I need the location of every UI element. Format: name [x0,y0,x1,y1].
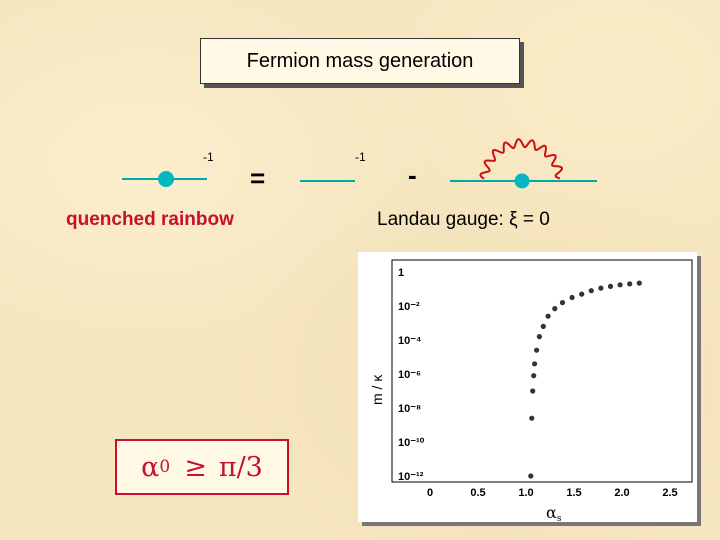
data-point [559,300,566,306]
data-point [636,280,642,286]
y-tick-label: 10⁻⁶ [398,369,421,381]
equals-sign: = [250,163,266,193]
data-point [545,313,551,319]
rhs-inverse-exponent: -1 [355,150,366,164]
minus-sign: - [408,160,417,190]
data-point [534,347,540,353]
data-point [536,334,543,340]
self-energy-vertex-blob [514,173,530,189]
full-propagator-blob [158,171,174,187]
data-point [530,388,536,394]
x-tick-label: 2.5 [662,487,677,499]
critical-value: π/3 [218,451,263,483]
x-tick-label: 2.0 [614,487,629,499]
relation-symbol: ≥ [184,451,207,483]
y-tick-label: 10⁻² [398,301,420,313]
landau-gauge-label: Landau gauge: ξ = 0 [377,209,550,230]
photon-wavy-line [479,138,564,180]
data-point [617,282,623,288]
data-point [529,415,535,421]
mass-plot-panel [358,252,697,522]
y-tick-label: 10⁻⁴ [398,335,421,347]
data-point [569,294,575,301]
x-tick-label: 1.0 [518,487,533,499]
data-point [627,281,633,287]
data-point [531,373,537,379]
data-point [552,306,558,312]
data-point [579,291,585,297]
x-tick-label: 1.5 [566,487,581,499]
alpha-subscript: 0 [159,457,171,477]
critical-coupling-box: α 0 ≥ π/3 [115,439,289,495]
plot-frame [391,259,693,483]
y-tick-label: 1 [398,267,404,279]
data-point [607,283,614,289]
y-tick-label: 10⁻¹² [398,471,424,483]
data-point [540,323,546,329]
data-point [588,288,594,294]
y-tick-label: 10⁻⁸ [398,403,421,415]
data-point [528,473,534,479]
x-tick-label: 0.5 [470,487,485,499]
y-tick-label: 10⁻¹⁰ [398,437,425,449]
lhs-inverse-exponent: -1 [203,150,214,164]
x-axis-label: αs [546,503,562,524]
y-axis-label: m / κ [369,374,385,405]
data-point [532,361,538,367]
alpha-symbol: α [141,451,160,483]
x-tick-label: 0 [427,487,433,499]
quenched-rainbow-label: quenched rainbow [66,209,234,230]
page-title: Fermion mass generation [200,38,520,84]
data-point [598,285,604,291]
